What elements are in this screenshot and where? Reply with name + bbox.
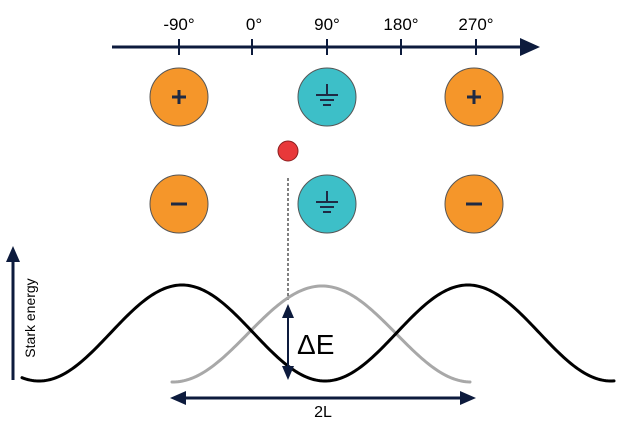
tick-label: 270° [458,15,493,34]
negative-electrode-left [149,174,209,234]
ground-icon [316,191,338,213]
electrode-row-bottom [149,174,504,234]
ground-electrode-bottom [297,174,357,234]
ground-icon [316,84,338,106]
ground-electrode-top [297,67,357,127]
energy-axis: Stark energy [6,246,38,380]
stark-energy-curve [20,283,616,383]
tick-label: 180° [383,15,418,34]
tick-label: 0° [246,15,262,34]
span-indicator: 2L [170,391,476,421]
shifted-potential-curve [170,284,472,384]
tick-label: -90° [163,15,194,34]
positive-electrode-left [149,67,209,127]
tick-label: 90° [314,15,340,34]
negative-electrode-right [444,174,504,234]
phase-axis: -90° 0° 90° 180° 270° [112,15,540,56]
positive-electrode-right [444,67,504,127]
electrode-row-top [149,67,504,127]
phase-axis-arrowhead [520,38,540,56]
delta-e-label: ΔE [297,329,334,360]
energy-axis-label: Stark energy [22,278,38,357]
energy-axis-arrowhead [6,246,20,262]
span-label: 2L [314,404,332,421]
delta-e-indicator: ΔE [282,304,334,380]
particle [277,140,299,162]
